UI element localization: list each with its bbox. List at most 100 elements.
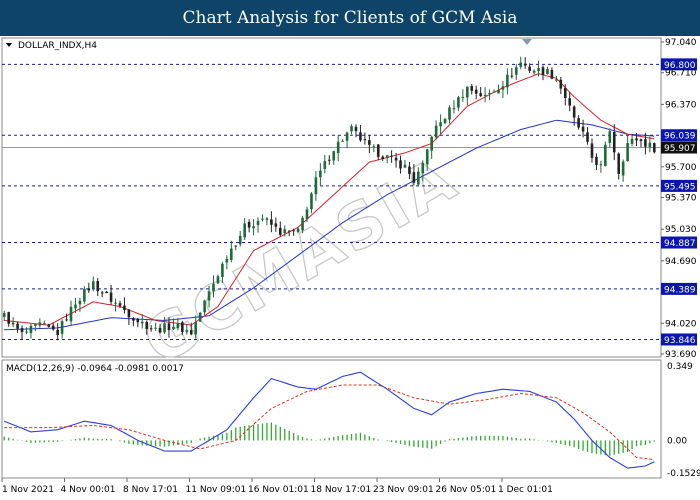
- candle-body: [612, 132, 616, 153]
- candle-body: [270, 219, 273, 225]
- candle-body: [443, 119, 447, 124]
- candle-body: [11, 322, 15, 325]
- x-tick-label: 26 Nov 05:01: [436, 485, 497, 495]
- candle-body: [238, 235, 242, 245]
- candle-body: [51, 325, 55, 330]
- candle-body: [29, 325, 33, 333]
- candle-body: [287, 230, 291, 232]
- candle-body: [336, 141, 340, 153]
- candle-body: [127, 309, 131, 318]
- candle-body: [91, 281, 95, 289]
- candle-body: [644, 139, 647, 147]
- candle-body: [140, 321, 144, 324]
- candle-body: [283, 229, 287, 233]
- candle-body: [25, 331, 28, 333]
- candle-body: [243, 223, 246, 238]
- candle-body: [20, 328, 24, 333]
- level-price-label-bg: [661, 179, 697, 192]
- candle-body: [216, 276, 220, 284]
- candle-body: [47, 324, 51, 327]
- candle-body: [412, 172, 416, 183]
- y-tick-label: 95.700: [665, 163, 697, 173]
- symbol-dropdown-icon[interactable]: [6, 43, 12, 47]
- chart-shift-marker-icon: [522, 39, 532, 45]
- candle-body: [74, 304, 77, 309]
- current-price-label-bg: [661, 141, 697, 154]
- candle-body: [421, 162, 425, 174]
- level-price-label-bg: [661, 129, 697, 142]
- candle-body: [390, 155, 393, 157]
- candle-body: [34, 323, 37, 326]
- candle-body: [278, 227, 282, 235]
- candle-body: [385, 155, 389, 158]
- macd-y-tick-label: 0.00: [667, 436, 687, 446]
- candle-body: [154, 327, 157, 329]
- candle-body: [630, 138, 634, 144]
- candle-body: [100, 292, 104, 294]
- candle-body: [43, 323, 46, 325]
- candle-body: [586, 132, 589, 142]
- macd-plot-frame: [1, 359, 662, 479]
- x-tick-label: 16 Nov 01:01: [248, 485, 309, 495]
- candle-body: [310, 193, 313, 210]
- candle-body: [555, 79, 558, 81]
- x-tick-label: 1 Nov 2021: [2, 485, 54, 495]
- candle-body: [203, 300, 206, 313]
- candle-body: [470, 86, 474, 91]
- macd-signal-line: [4, 384, 655, 461]
- candle-body: [252, 226, 255, 229]
- y-tick-label: 94.020: [665, 319, 697, 329]
- candle-body: [372, 146, 376, 148]
- candle-body: [546, 68, 549, 74]
- candle-body: [581, 126, 585, 132]
- y-tick-label: 96.370: [665, 100, 697, 110]
- candle-body: [247, 221, 251, 228]
- candle-body: [466, 86, 469, 98]
- candle-body: [510, 75, 514, 77]
- candle-body: [604, 144, 607, 166]
- candle-body: [314, 177, 318, 195]
- chart-title: Chart Analysis for Clients of GCM Asia: [182, 8, 518, 28]
- candle-body: [198, 312, 202, 322]
- candle-body: [532, 70, 536, 73]
- candle-body: [425, 149, 429, 165]
- candle-body: [653, 143, 656, 153]
- candle-body: [230, 248, 233, 260]
- x-tick-label: 23 Nov 09:01: [373, 485, 434, 495]
- candle-body: [461, 96, 465, 98]
- candle-body: [292, 230, 295, 232]
- candle-body: [7, 312, 10, 324]
- candle-body: [158, 327, 162, 333]
- level-price-label: 94.389: [664, 285, 696, 295]
- candle-body: [568, 98, 572, 106]
- candle-body: [523, 63, 527, 66]
- candle-body: [626, 143, 629, 162]
- candle-body: [537, 67, 540, 72]
- candle-body: [595, 156, 598, 165]
- candle-body: [16, 323, 19, 329]
- level-price-label: 94.887: [664, 239, 696, 249]
- candle-body: [2, 313, 6, 317]
- candle-body: [563, 87, 567, 98]
- candle-body: [301, 217, 304, 231]
- candle-body: [439, 122, 442, 127]
- candle-body: [483, 94, 487, 96]
- candle-body: [635, 138, 638, 141]
- level-price-label-bg: [661, 282, 697, 295]
- candle-body: [234, 245, 238, 247]
- chart-title-banner: Chart Analysis for Clients of GCM Asia: [0, 0, 700, 36]
- candle-body: [359, 132, 362, 141]
- candle-body: [368, 140, 371, 145]
- x-tick-label: 11 Nov 09:01: [186, 485, 247, 495]
- candle-body: [114, 302, 117, 304]
- candle-body: [136, 318, 140, 323]
- candle-body: [78, 300, 82, 305]
- macd-label: MACD(12,26,9) -0.0964 -0.0981 0.0017: [6, 364, 184, 374]
- candle-body: [332, 151, 336, 161]
- candle-body: [212, 283, 215, 292]
- candle-body: [434, 125, 438, 138]
- level-price-label: 96.800: [664, 61, 696, 71]
- candle-body: [381, 156, 385, 159]
- level-price-label-bg: [661, 236, 697, 249]
- moving-average-slow: [4, 119, 655, 331]
